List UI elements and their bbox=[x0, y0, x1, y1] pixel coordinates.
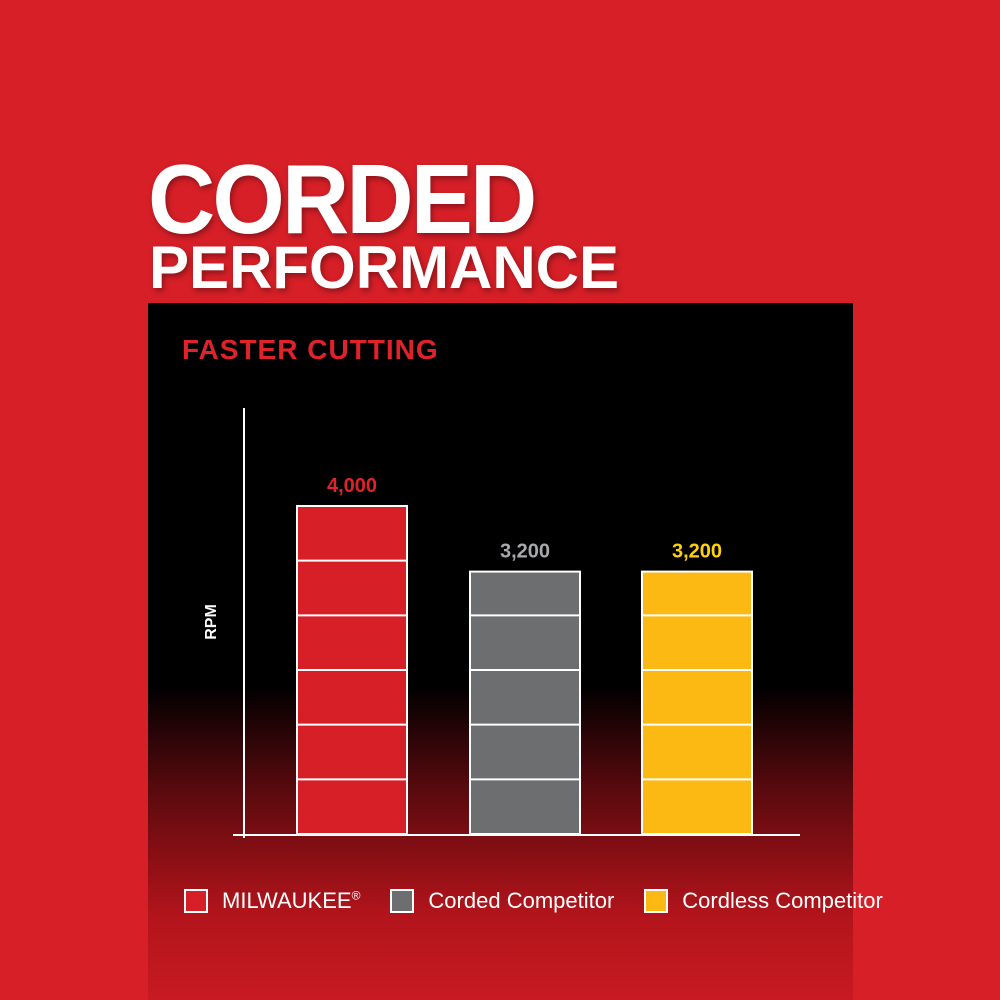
legend-label: Corded Competitor bbox=[428, 888, 615, 913]
legend: MILWAUKEE® Corded Competitor Cordless Co… bbox=[184, 888, 913, 914]
data-label: 3,200 bbox=[500, 541, 550, 563]
headline-performance: PERFORMANCE bbox=[149, 234, 620, 301]
chart-title: FASTER CUTTING bbox=[182, 334, 439, 365]
bar bbox=[469, 570, 581, 835]
legend-item-milwaukee: MILWAUKEE® bbox=[184, 888, 360, 914]
bar bbox=[641, 570, 753, 835]
legend-label: MILWAUKEE® bbox=[222, 888, 361, 913]
legend-swatch bbox=[390, 889, 415, 913]
legend-swatch bbox=[644, 889, 669, 913]
headline-corded: CORDED bbox=[148, 144, 537, 254]
data-label: 4,000 bbox=[327, 475, 377, 497]
legend-label: Cordless Competitor bbox=[682, 888, 883, 913]
legend-item-corded: Corded Competitor bbox=[390, 888, 614, 914]
legend-swatch bbox=[184, 889, 208, 913]
y-axis-label: RPM bbox=[203, 604, 220, 640]
legend-item-cordless: Cordless Competitor bbox=[644, 888, 883, 914]
data-label: 3,200 bbox=[672, 541, 722, 563]
